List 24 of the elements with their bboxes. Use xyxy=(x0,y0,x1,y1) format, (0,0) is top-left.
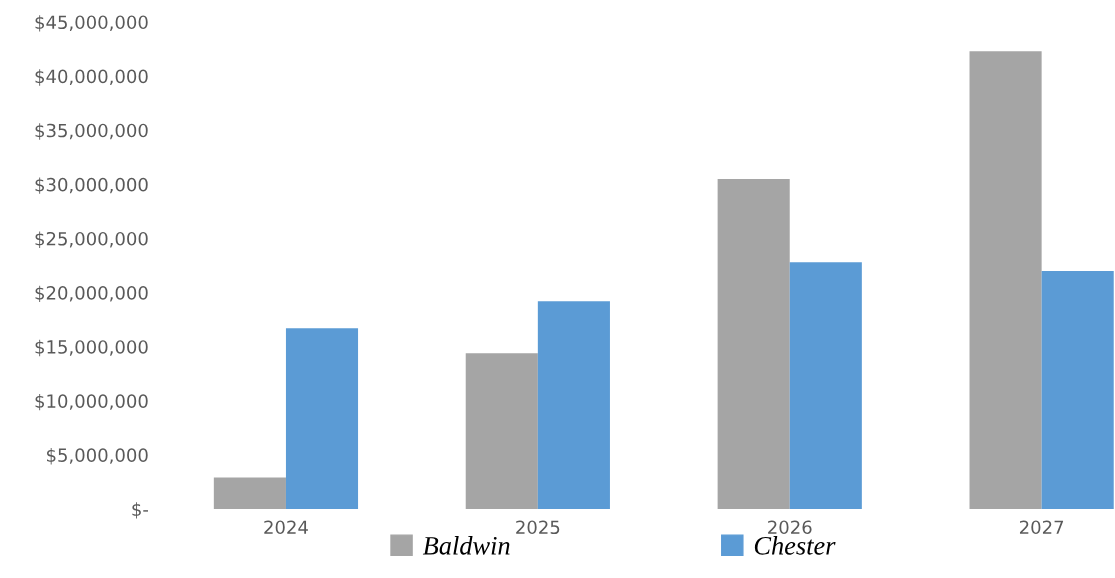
bar xyxy=(789,262,862,509)
x-tick-label: 2025 xyxy=(516,520,560,535)
bar xyxy=(213,477,286,509)
y-tick-label: $15,000,000 xyxy=(35,339,148,357)
y-tick-label: $25,000,000 xyxy=(35,231,148,248)
y-tick-label: $40,000,000 xyxy=(35,69,148,86)
bar xyxy=(537,301,610,509)
bar xyxy=(285,328,359,509)
y-tick-label: $45,000,000 xyxy=(35,15,148,32)
y-tick-label: $20,000,000 xyxy=(35,285,148,303)
bar xyxy=(1041,270,1114,509)
bar xyxy=(465,353,538,509)
legend-label: Chester xyxy=(754,536,836,555)
bar xyxy=(969,51,1042,509)
y-tick-label: $5,000,000 xyxy=(47,448,148,465)
legend-label: Baldwin xyxy=(422,536,510,555)
y-tick-label: $30,000,000 xyxy=(35,177,148,194)
y-tick-label: $10,000,000 xyxy=(35,393,148,411)
y-tick-label: $35,000,000 xyxy=(35,123,148,140)
x-tick-label: 2024 xyxy=(264,520,308,535)
bar xyxy=(717,178,790,509)
y-tick-label: $- xyxy=(132,502,149,519)
x-tick-label: 2026 xyxy=(768,520,812,535)
x-tick-label: 2027 xyxy=(1019,520,1064,535)
